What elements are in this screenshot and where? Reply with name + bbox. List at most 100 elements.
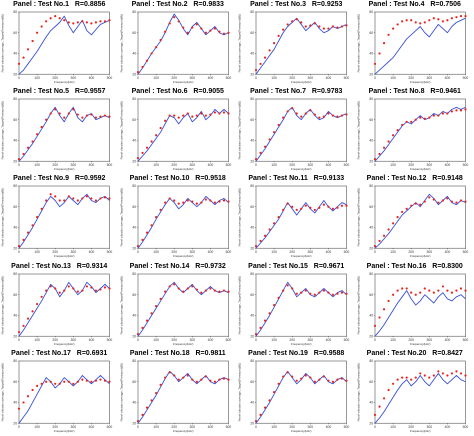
x-tick-label: 100 (153, 337, 159, 341)
series-point (54, 15, 57, 18)
series-point (76, 290, 79, 293)
x-tick-label: 500 (107, 250, 113, 254)
x-tick-label: 200 (171, 163, 177, 167)
y-tick-label: 20 (369, 421, 373, 425)
series-point (26, 146, 30, 149)
series-line (374, 372, 466, 424)
series-point (163, 201, 166, 205)
y-tick-label: 40 (13, 400, 17, 404)
series-point (304, 289, 307, 292)
panel-r-value: R=0.9732 (189, 262, 226, 270)
y-tick-label: 20 (132, 247, 136, 251)
plot-frame (255, 186, 347, 249)
series-line (255, 107, 347, 162)
y-tick-label: 60 (13, 118, 17, 122)
panel-title: Panel : Test No.19 R=0.9588 (237, 349, 356, 358)
x-tick-label: 300 (426, 163, 432, 167)
series-point (318, 207, 321, 210)
series-point (259, 62, 262, 65)
y-tick-label: 80 (132, 272, 136, 276)
series-point (103, 20, 107, 23)
y-tick-label: 80 (13, 359, 17, 363)
series-point (286, 283, 289, 287)
series-point (309, 24, 312, 27)
series-point (263, 235, 267, 238)
series-point (136, 245, 139, 248)
series-point (331, 293, 335, 296)
panel-plot: 20 40 60 80 0 100 200 300 400 500 Frequency(kHz) Pa… (119, 272, 231, 346)
series-point (226, 290, 230, 293)
y-axis-label: Panel vibration average_Target(Pressure(… (119, 275, 123, 334)
panel-title: Panel : Test No.1 R=0.8856 (0, 0, 119, 9)
series-point (409, 204, 412, 208)
series-point (282, 209, 285, 212)
panel-title: Panel : Test No.4 R=0.7506 (356, 0, 474, 9)
y-tick-label: 20 (250, 247, 254, 251)
panel-r-value: R=0.9133 (307, 175, 345, 183)
series-point (204, 289, 207, 292)
series-point (313, 293, 316, 296)
series-point (336, 26, 339, 29)
x-tick-label: 200 (408, 337, 414, 341)
x-axis-label: Frequency(kHz) (173, 341, 193, 345)
series-point (414, 376, 417, 379)
series-point (400, 20, 403, 23)
x-tick-label: 100 (390, 250, 396, 254)
series-point (163, 376, 166, 379)
y-tick-label: 40 (132, 400, 136, 404)
series-point (396, 216, 399, 219)
x-axis-label: Frequency(kHz) (173, 167, 193, 171)
series-point (108, 380, 111, 383)
x-tick-label: 400 (326, 337, 332, 341)
series-point (300, 377, 303, 380)
series-line (374, 194, 466, 249)
series-point (63, 116, 66, 119)
x-tick-label: 200 (289, 337, 295, 341)
series-point (318, 378, 321, 381)
x-tick-label: 0 (18, 337, 20, 341)
x-tick-label: 0 (137, 76, 139, 80)
y-axis-label: Panel vibration average_Target(Pressure(… (1, 363, 5, 422)
x-tick-label: 400 (326, 163, 332, 167)
series-point (273, 41, 276, 45)
series-point (400, 211, 403, 214)
series-point (90, 113, 93, 116)
series-point (322, 203, 325, 207)
series-point (291, 206, 294, 209)
series-point (318, 116, 321, 119)
x-tick-label: 400 (89, 76, 95, 80)
series-point (313, 380, 316, 383)
panel-plot: 20 40 60 80 0 100 200 300 400 500 Frequency(kHz) Pa… (238, 97, 350, 171)
chart-panel: Panel : Test No.10 R=0.9518 20 40 60 80 0 100 2… (119, 174, 238, 261)
series-point (36, 216, 39, 219)
series-point (300, 208, 303, 211)
x-tick-label: 300 (70, 425, 76, 429)
chart-panel: Panel : Test No.19 R=0.9588 20 40 60 80 0 100 2… (237, 349, 356, 436)
y-tick-label: 20 (13, 159, 17, 163)
x-tick-label: 200 (52, 425, 58, 429)
x-tick-label: 300 (426, 337, 432, 341)
series-point (85, 195, 88, 198)
y-tick-label: 20 (250, 334, 254, 338)
series-point (313, 113, 316, 116)
y-tick-label: 80 (13, 272, 17, 276)
chart-panel: Panel : Test No.6 R=0.9055 20 40 60 80 0 100 20… (119, 87, 238, 174)
series-point (140, 239, 144, 242)
series-line (18, 374, 110, 424)
x-tick-label: 100 (153, 163, 159, 167)
series-point (181, 114, 184, 117)
y-tick-label: 40 (250, 400, 254, 404)
series-point (331, 25, 335, 28)
series-point (154, 391, 157, 395)
series-point (268, 49, 271, 52)
series-point (382, 307, 385, 310)
series-point (99, 20, 102, 23)
y-tick-label: 40 (13, 226, 17, 230)
series-point (17, 407, 21, 410)
panel-title-text: Panel : Test No.1 (13, 1, 69, 8)
y-axis-label: Panel vibration average_Target(Pressure(… (356, 14, 360, 73)
x-axis-label: Frequency(kHz) (410, 429, 430, 433)
panel-title: Panel : Test No.16 R=0.8300 (356, 262, 474, 271)
plot-frame (18, 360, 110, 424)
